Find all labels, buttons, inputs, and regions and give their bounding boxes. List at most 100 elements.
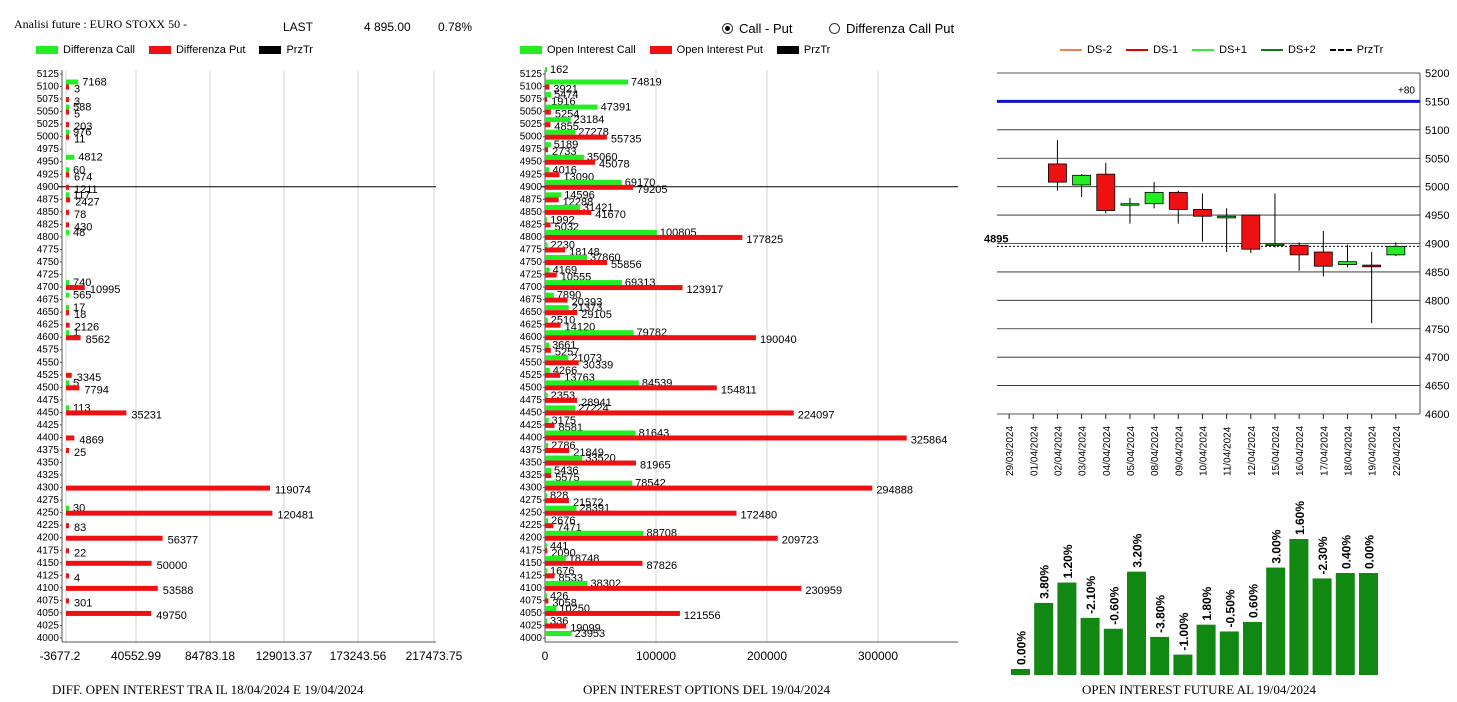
strike-tick-label: 4750 (37, 257, 60, 268)
candle-body (1120, 203, 1140, 206)
strike-tick-label: 4000 (37, 633, 60, 644)
oi-future-bar (1289, 539, 1309, 675)
legend-ds-minus1: DS-1 (1153, 44, 1179, 56)
date-tick-label: 03/04/2024 (1078, 426, 1089, 476)
ds-minus2-line-icon (1060, 49, 1082, 51)
oi-put-bar (545, 535, 778, 541)
oi-call-bar (545, 417, 549, 423)
diff-put-bar (66, 610, 152, 616)
diff-call-bar (66, 229, 69, 235)
oi-put-value-label: 325864 (911, 434, 948, 446)
strike-tick-label: 4350 (37, 458, 60, 469)
strike-tick-label: 4650 (520, 307, 543, 318)
diff-put-bar (66, 97, 69, 103)
radio-diff-call-put[interactable]: Differenza Call Put (829, 21, 954, 36)
diff-put-value-label: 203 (74, 121, 92, 133)
oi-put-value-label: 41670 (595, 209, 626, 221)
candle-body (1313, 251, 1333, 267)
strike-tick-label: 4525 (37, 370, 60, 381)
diff-put-value-label: 11 (74, 134, 85, 146)
strike-tick-label: 4875 (37, 194, 60, 205)
candle-legend: DS-2 DS-1 DS+1 DS+2 PrzTr (1060, 44, 1397, 56)
date-tick-label: 02/04/2024 (1053, 426, 1064, 476)
oi-call-bar (545, 67, 547, 72)
diff-put-value-label: 2126 (75, 322, 99, 334)
diff-put-bar (66, 585, 158, 591)
oi-put-bar (545, 272, 557, 278)
oi-future-bar (1103, 628, 1123, 675)
strike-tick-label: 4925 (520, 169, 543, 180)
oi-call-bar (545, 179, 622, 185)
oi-call-value-label: 74819 (631, 77, 662, 89)
strike-tick-label: 4825 (37, 219, 60, 230)
price-tick-label: 5150 (1425, 96, 1449, 108)
strike-tick-label: 5025 (37, 119, 60, 130)
oi-call-bar (545, 468, 552, 474)
diff-put-bar (66, 535, 163, 541)
oi-future-value-label: 3.00% (1270, 529, 1284, 563)
oi-future-bar (1219, 631, 1239, 675)
x-tick-label: 84783.18 (185, 649, 235, 663)
strike-tick-label: 4575 (37, 345, 60, 356)
candle-body (1096, 173, 1116, 211)
strike-tick-label: 5125 (37, 69, 60, 80)
oi-put-bar (545, 360, 579, 366)
oi-future-bar (1150, 636, 1170, 675)
put-swatch-icon (148, 46, 171, 54)
price-tick-label: 4600 (1425, 409, 1449, 421)
diff-put-value-label: 3345 (77, 372, 101, 384)
x-tick-label: 40552.99 (111, 649, 161, 663)
x-tick-label: 173243.56 (330, 649, 387, 663)
strike-tick-label: 4600 (520, 332, 543, 343)
diff-put-bar (66, 172, 69, 178)
radio-call-put[interactable]: Call - Put (722, 21, 792, 36)
oi-put-bar (545, 385, 717, 391)
oi-call-value-label: 23953 (575, 628, 606, 640)
diff-put-bar (66, 560, 152, 566)
strike-tick-label: 4025 (520, 620, 543, 631)
date-tick-label: 09/04/2024 (1174, 426, 1185, 476)
oi-call-bar (545, 555, 566, 561)
strike-tick-label: 5125 (520, 69, 543, 80)
strike-tick-label: 4975 (37, 144, 60, 155)
strike-tick-label: 4450 (37, 407, 60, 418)
oi-call-bar (545, 217, 548, 223)
strike-tick-label: 4550 (37, 357, 60, 368)
oi-put-bar (545, 610, 680, 616)
oi-future-value-label: -2.10% (1084, 576, 1098, 614)
oi-call-value-label: 27278 (578, 127, 609, 139)
strike-tick-label: 4375 (37, 445, 60, 456)
oi-call-bar (545, 493, 547, 499)
oi-put-bar (545, 347, 551, 353)
strike-tick-label: 4050 (520, 608, 543, 619)
diff-call-value-label: 4812 (78, 152, 102, 164)
strike-tick-label: 4150 (37, 558, 60, 569)
oi-call-bar (545, 405, 576, 411)
strike-tick-label: 4175 (37, 545, 60, 556)
diff-call-value-label: 1 (73, 327, 79, 339)
oi-put-bar (545, 523, 554, 529)
diff-call-bar (66, 305, 69, 311)
candle-body (1144, 191, 1164, 205)
strike-tick-label: 4475 (37, 395, 60, 406)
legend-ds-plus2: DS+2 (1287, 44, 1316, 56)
oi-future-bar (1034, 602, 1054, 675)
oi-call-bar (545, 142, 551, 148)
legend-oi-put: Open Interest Put (676, 44, 763, 56)
strike-tick-label: 4025 (37, 620, 60, 631)
strike-tick-label: 4975 (520, 144, 543, 155)
strike-tick-label: 4300 (520, 483, 543, 494)
oi-call-bar (545, 104, 598, 110)
oi-future-bar (1243, 621, 1262, 675)
oi-put-value-label: 20393 (572, 297, 603, 309)
strike-tick-label: 4625 (520, 320, 543, 331)
strike-tick-label: 4275 (37, 495, 60, 506)
przt-line-icon (1329, 49, 1352, 51)
strike-tick-label: 4125 (37, 570, 60, 581)
page-title: Analisi future : EURO STOXX 50 - (14, 17, 188, 31)
price-tick-label: 4650 (1425, 381, 1449, 393)
diff-put-bar (66, 385, 80, 391)
oi-future-bar (1335, 573, 1355, 675)
oi-call-bar (545, 292, 554, 298)
oi-call-bar (545, 455, 583, 461)
